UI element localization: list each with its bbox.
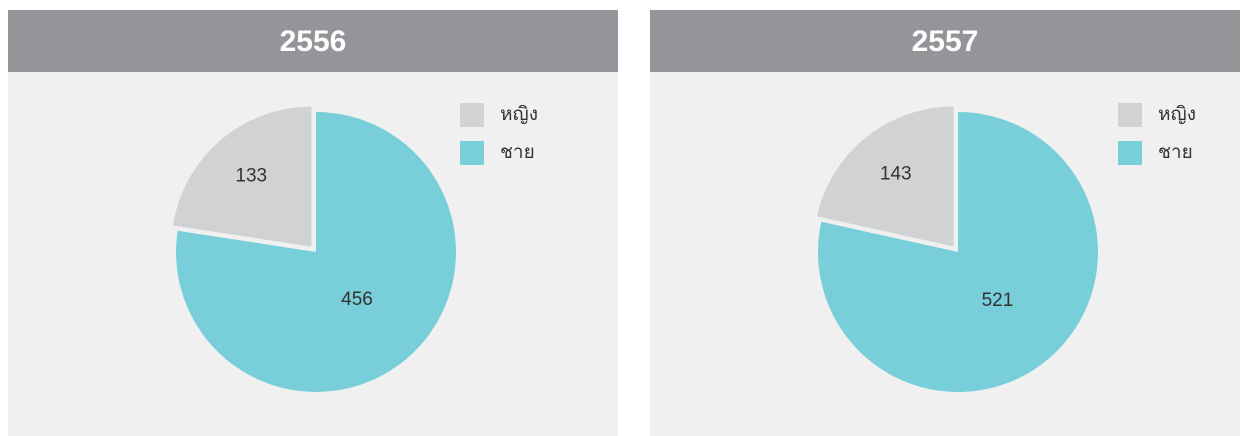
value-label: 143 — [880, 164, 912, 185]
legend-swatch — [1118, 141, 1142, 165]
panel-header — [8, 10, 618, 72]
legend-label: ชาย — [500, 142, 535, 163]
chart-title: 2556 — [280, 25, 347, 58]
legend-label: ชาย — [1158, 142, 1193, 163]
pie-slice — [176, 112, 457, 393]
pie-slice — [816, 106, 954, 247]
value-label: 133 — [235, 166, 267, 187]
value-label: 456 — [341, 289, 373, 310]
value-label: 521 — [982, 290, 1014, 311]
pie-slice — [818, 112, 1099, 392]
legend-swatch — [1118, 103, 1142, 127]
legend-swatch — [460, 141, 484, 165]
panel-header — [650, 10, 1240, 72]
legend-label: หญิง — [1158, 104, 1196, 125]
legend-swatch — [460, 103, 484, 127]
legend-label: หญิง — [500, 104, 538, 125]
pie-slice — [173, 106, 312, 247]
chart-title: 2557 — [912, 25, 979, 58]
